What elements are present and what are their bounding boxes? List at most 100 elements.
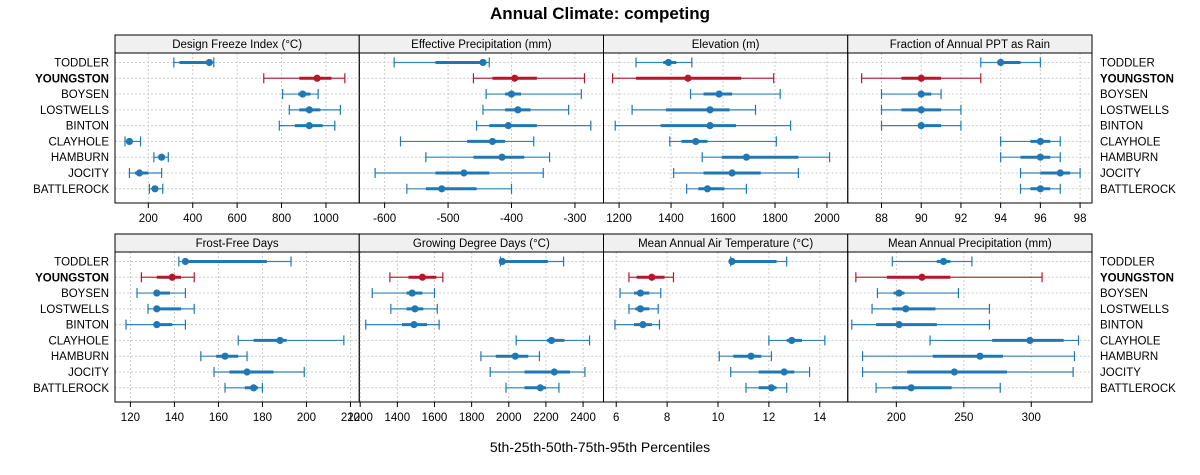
tick-label: 1400 — [385, 412, 411, 424]
percentile-bar — [200, 351, 248, 362]
percentile-bar — [482, 104, 570, 115]
percentile-bar — [891, 256, 973, 267]
row-label-right: BINTON — [1100, 121, 1143, 133]
median-point — [153, 305, 161, 313]
tick-label: 220 — [341, 412, 360, 424]
panel-border — [603, 251, 849, 403]
median-point — [158, 153, 166, 161]
percentile-bar — [619, 288, 662, 299]
row-label-right: TODDLER — [1100, 256, 1155, 268]
median-point — [488, 137, 497, 146]
panel-3: Elevation (m) 1200 1400 1600 1800 2000 — [603, 34, 849, 225]
row-label-left: TODDLER — [54, 256, 109, 268]
row-label-left: LOSTWELLS — [40, 105, 109, 117]
tick-label: 90 — [915, 213, 928, 225]
percentile-bar — [880, 104, 962, 115]
tick-label: 1000 — [313, 213, 339, 225]
tick-label: 1200 — [606, 213, 632, 225]
median-point — [728, 169, 736, 177]
x-axis-label: 5th-25th-50th-75th-95th Percentiles — [489, 439, 711, 455]
median-point — [917, 74, 925, 82]
median-point — [706, 106, 714, 114]
median-point — [917, 106, 925, 114]
tick-label: 1800 — [459, 412, 485, 424]
row-label-right: BATTLEROCK — [1100, 184, 1176, 196]
median-point — [895, 321, 903, 329]
percentile-bar — [288, 104, 341, 115]
row-label-right: YOUNGSTON — [1100, 73, 1174, 85]
panel-2: Effective Precipitation (mm) -600 -500 -400… — [358, 34, 604, 225]
median-point — [479, 58, 487, 67]
panel-border — [114, 251, 360, 403]
percentile-bar — [1019, 168, 1081, 178]
median-point — [684, 74, 692, 82]
median-point — [418, 273, 427, 281]
panel-border — [847, 52, 1093, 204]
median-point — [438, 185, 446, 193]
row-label-right: TODDLER — [1100, 57, 1155, 69]
median-point — [205, 58, 213, 67]
panel-border — [358, 251, 604, 403]
panel-4: Fraction of Annual PPT as Rain 88 90 92 94 96… — [847, 34, 1093, 225]
percentile-bar — [125, 319, 187, 330]
percentile-bar — [393, 57, 490, 68]
percentile-bar — [689, 89, 781, 100]
row-label-left: BATTLEROCK — [33, 184, 109, 196]
row-label-left: JOCITY — [68, 168, 109, 180]
percentile-bar — [631, 104, 757, 115]
tick-label: -400 — [500, 213, 523, 225]
median-point — [715, 90, 723, 98]
row-label-left: JOCITY — [68, 367, 109, 379]
percentile-bar — [485, 89, 582, 100]
percentile-bar — [480, 351, 541, 362]
row-label-left: LOSTWELLS — [40, 304, 109, 316]
percentile-bar — [505, 382, 560, 393]
median-point — [135, 169, 144, 177]
median-point — [507, 90, 516, 98]
median-point — [636, 305, 644, 313]
percentile-bar — [745, 382, 788, 393]
panel-title: Design Freeze Index (°C) — [172, 39, 302, 51]
panel-title: Effective Precipitation (mm) — [411, 39, 552, 51]
median-point — [181, 257, 190, 266]
percentile-bar — [365, 319, 440, 330]
percentile-bar — [1019, 183, 1061, 194]
tick-label: 200 — [139, 213, 158, 225]
tick-label: 98 — [1074, 213, 1087, 225]
percentile-bar — [728, 256, 788, 267]
panel-border — [114, 52, 360, 204]
median-point — [742, 153, 751, 161]
tick-label: -600 — [373, 213, 396, 225]
row-label-right: BATTLEROCK — [1100, 383, 1176, 395]
panel-title: Mean Annual Air Temperature (°C) — [638, 238, 813, 250]
percentile-bar — [880, 120, 962, 131]
median-point — [1036, 185, 1044, 193]
panel-title: Growing Degree Days (°C) — [413, 238, 550, 250]
median-point — [498, 257, 506, 266]
percentile-bar — [614, 319, 661, 330]
percentile-bar — [730, 367, 811, 377]
row-label-right: JOCITY — [1100, 367, 1141, 379]
median-point — [151, 185, 159, 193]
row-label-right: CLAYHOLE — [1100, 136, 1161, 148]
tick-label: 1800 — [762, 213, 788, 225]
tick-label: 1200 — [347, 412, 373, 424]
panel-title: Fraction of Annual PPT as Rain — [890, 39, 1050, 51]
percentile-bar — [628, 272, 675, 283]
panel-6: Growing Degree Days (°C) 1200 1400 1600 1800… — [347, 233, 604, 424]
median-point — [706, 122, 714, 130]
tick-label: 2400 — [570, 412, 596, 424]
median-point — [780, 368, 788, 376]
percentile-bar — [178, 256, 292, 267]
median-point — [408, 289, 416, 297]
tick-label: 140 — [165, 412, 184, 424]
panel-8: Mean Annual Precipitation (mm) 200 250 300 — [847, 233, 1093, 424]
row-label-right: HAMBURN — [1100, 351, 1158, 363]
median-point — [907, 384, 915, 392]
panel-title: Frost-Free Days — [196, 238, 279, 250]
median-point — [997, 58, 1005, 67]
row-label-right: JOCITY — [1100, 168, 1141, 180]
median-point — [1036, 153, 1044, 161]
percentile-bar — [614, 120, 792, 131]
